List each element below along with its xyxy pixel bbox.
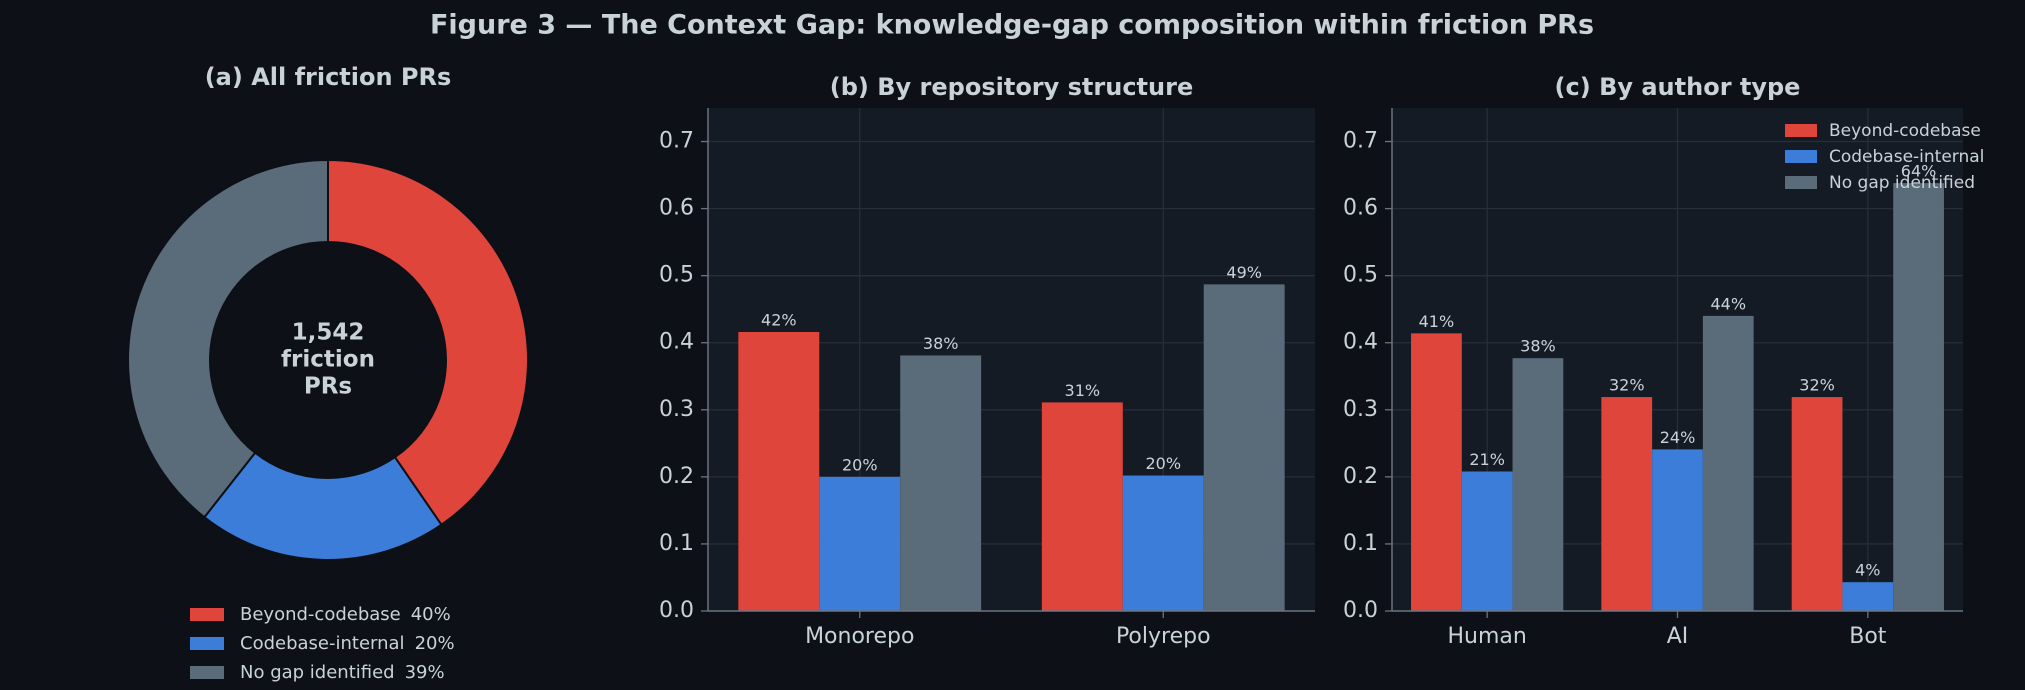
bar — [1461, 471, 1513, 611]
y-tick-label: 0.7 — [1343, 129, 1378, 154]
y-tick-label: 0.1 — [1343, 531, 1378, 556]
y-tick-label: 0.3 — [1343, 397, 1378, 422]
y-tick-label: 0.5 — [659, 263, 694, 288]
value-label: 32% — [1609, 376, 1645, 395]
legend-label: Beyond-codebase — [1829, 121, 1981, 141]
legend-value: 20% — [415, 633, 455, 654]
legend-swatch — [190, 637, 224, 650]
legend-label: No gap identified — [1829, 173, 1975, 193]
center-label: 1,542 — [292, 320, 365, 346]
bar — [1122, 475, 1204, 611]
legend-swatch — [1785, 150, 1817, 163]
y-tick-label: 0.2 — [1343, 464, 1378, 489]
bar — [1791, 397, 1843, 611]
legend-swatch — [190, 608, 224, 621]
value-label: 32% — [1799, 376, 1835, 395]
value-label: 41% — [1419, 312, 1455, 331]
bar — [738, 332, 820, 611]
legend-name: No gap identified — [240, 662, 395, 683]
pie-slice — [327, 158, 529, 527]
value-label: 64% — [1901, 162, 1937, 181]
figure-title: Figure 3 — The Context Gap: knowledge-ga… — [430, 10, 1594, 41]
value-label: 42% — [761, 311, 797, 330]
bar — [1893, 183, 1944, 611]
y-tick-label: 0.2 — [659, 464, 694, 489]
chart-title: (b) By repository structure — [830, 73, 1193, 101]
chart-title: (a) All friction PRs — [205, 63, 452, 91]
y-tick-label: 0.1 — [659, 531, 694, 556]
legend-name: Beyond-codebase — [240, 604, 401, 625]
y-tick-label: 0.0 — [659, 598, 694, 623]
y-tick-label: 0.0 — [1343, 598, 1378, 623]
legend-label: Codebase-internal — [1829, 147, 1984, 167]
legend-entry: Beyond-codebase 40% — [240, 604, 451, 625]
y-tick-label: 0.4 — [1343, 330, 1378, 355]
x-tick-label: AI — [1667, 624, 1689, 649]
value-label: 20% — [842, 455, 878, 474]
center-label: friction — [281, 347, 375, 373]
legend-swatch — [190, 666, 224, 679]
legend-entry: Codebase-internal 20% — [240, 633, 455, 654]
value-label: 38% — [923, 334, 959, 353]
chart-title: (c) By author type — [1555, 73, 1801, 101]
x-tick-label: Human — [1447, 624, 1526, 649]
value-label: 21% — [1469, 450, 1505, 469]
y-tick-label: 0.6 — [659, 196, 694, 221]
y-tick-label: 0.3 — [659, 397, 694, 422]
bar — [1203, 284, 1285, 611]
y-tick-label: 0.7 — [659, 129, 694, 154]
legend-swatch — [1785, 124, 1817, 137]
y-tick-label: 0.4 — [659, 330, 694, 355]
bar — [1512, 358, 1564, 611]
bar — [1652, 449, 1703, 611]
bar — [1411, 333, 1462, 611]
legend-swatch — [1785, 176, 1817, 189]
bar — [1041, 402, 1123, 611]
legend-value: 40% — [411, 604, 451, 625]
bar — [900, 355, 982, 611]
legend-entry: No gap identified 39% — [240, 662, 445, 683]
legend-name: Codebase-internal — [240, 633, 405, 654]
y-tick-label: 0.6 — [1343, 196, 1378, 221]
legend-value: 39% — [405, 662, 445, 683]
bar — [1842, 582, 1894, 611]
value-label: 31% — [1065, 381, 1101, 400]
x-tick-label: Monorepo — [805, 624, 914, 649]
value-label: 24% — [1660, 428, 1696, 447]
pie-slice — [127, 158, 329, 519]
y-tick-label: 0.5 — [1343, 263, 1378, 288]
x-tick-label: Bot — [1849, 624, 1887, 649]
value-label: 44% — [1710, 294, 1746, 313]
value-label: 4% — [1855, 561, 1880, 580]
bar — [819, 476, 901, 611]
bar — [1601, 397, 1653, 611]
value-label: 49% — [1226, 263, 1262, 282]
bar — [1702, 315, 1754, 611]
value-label: 20% — [1145, 454, 1181, 473]
x-tick-label: Polyrepo — [1116, 624, 1211, 649]
value-label: 38% — [1520, 337, 1556, 356]
pie-slice — [202, 451, 443, 561]
center-label: PRs — [304, 374, 352, 400]
